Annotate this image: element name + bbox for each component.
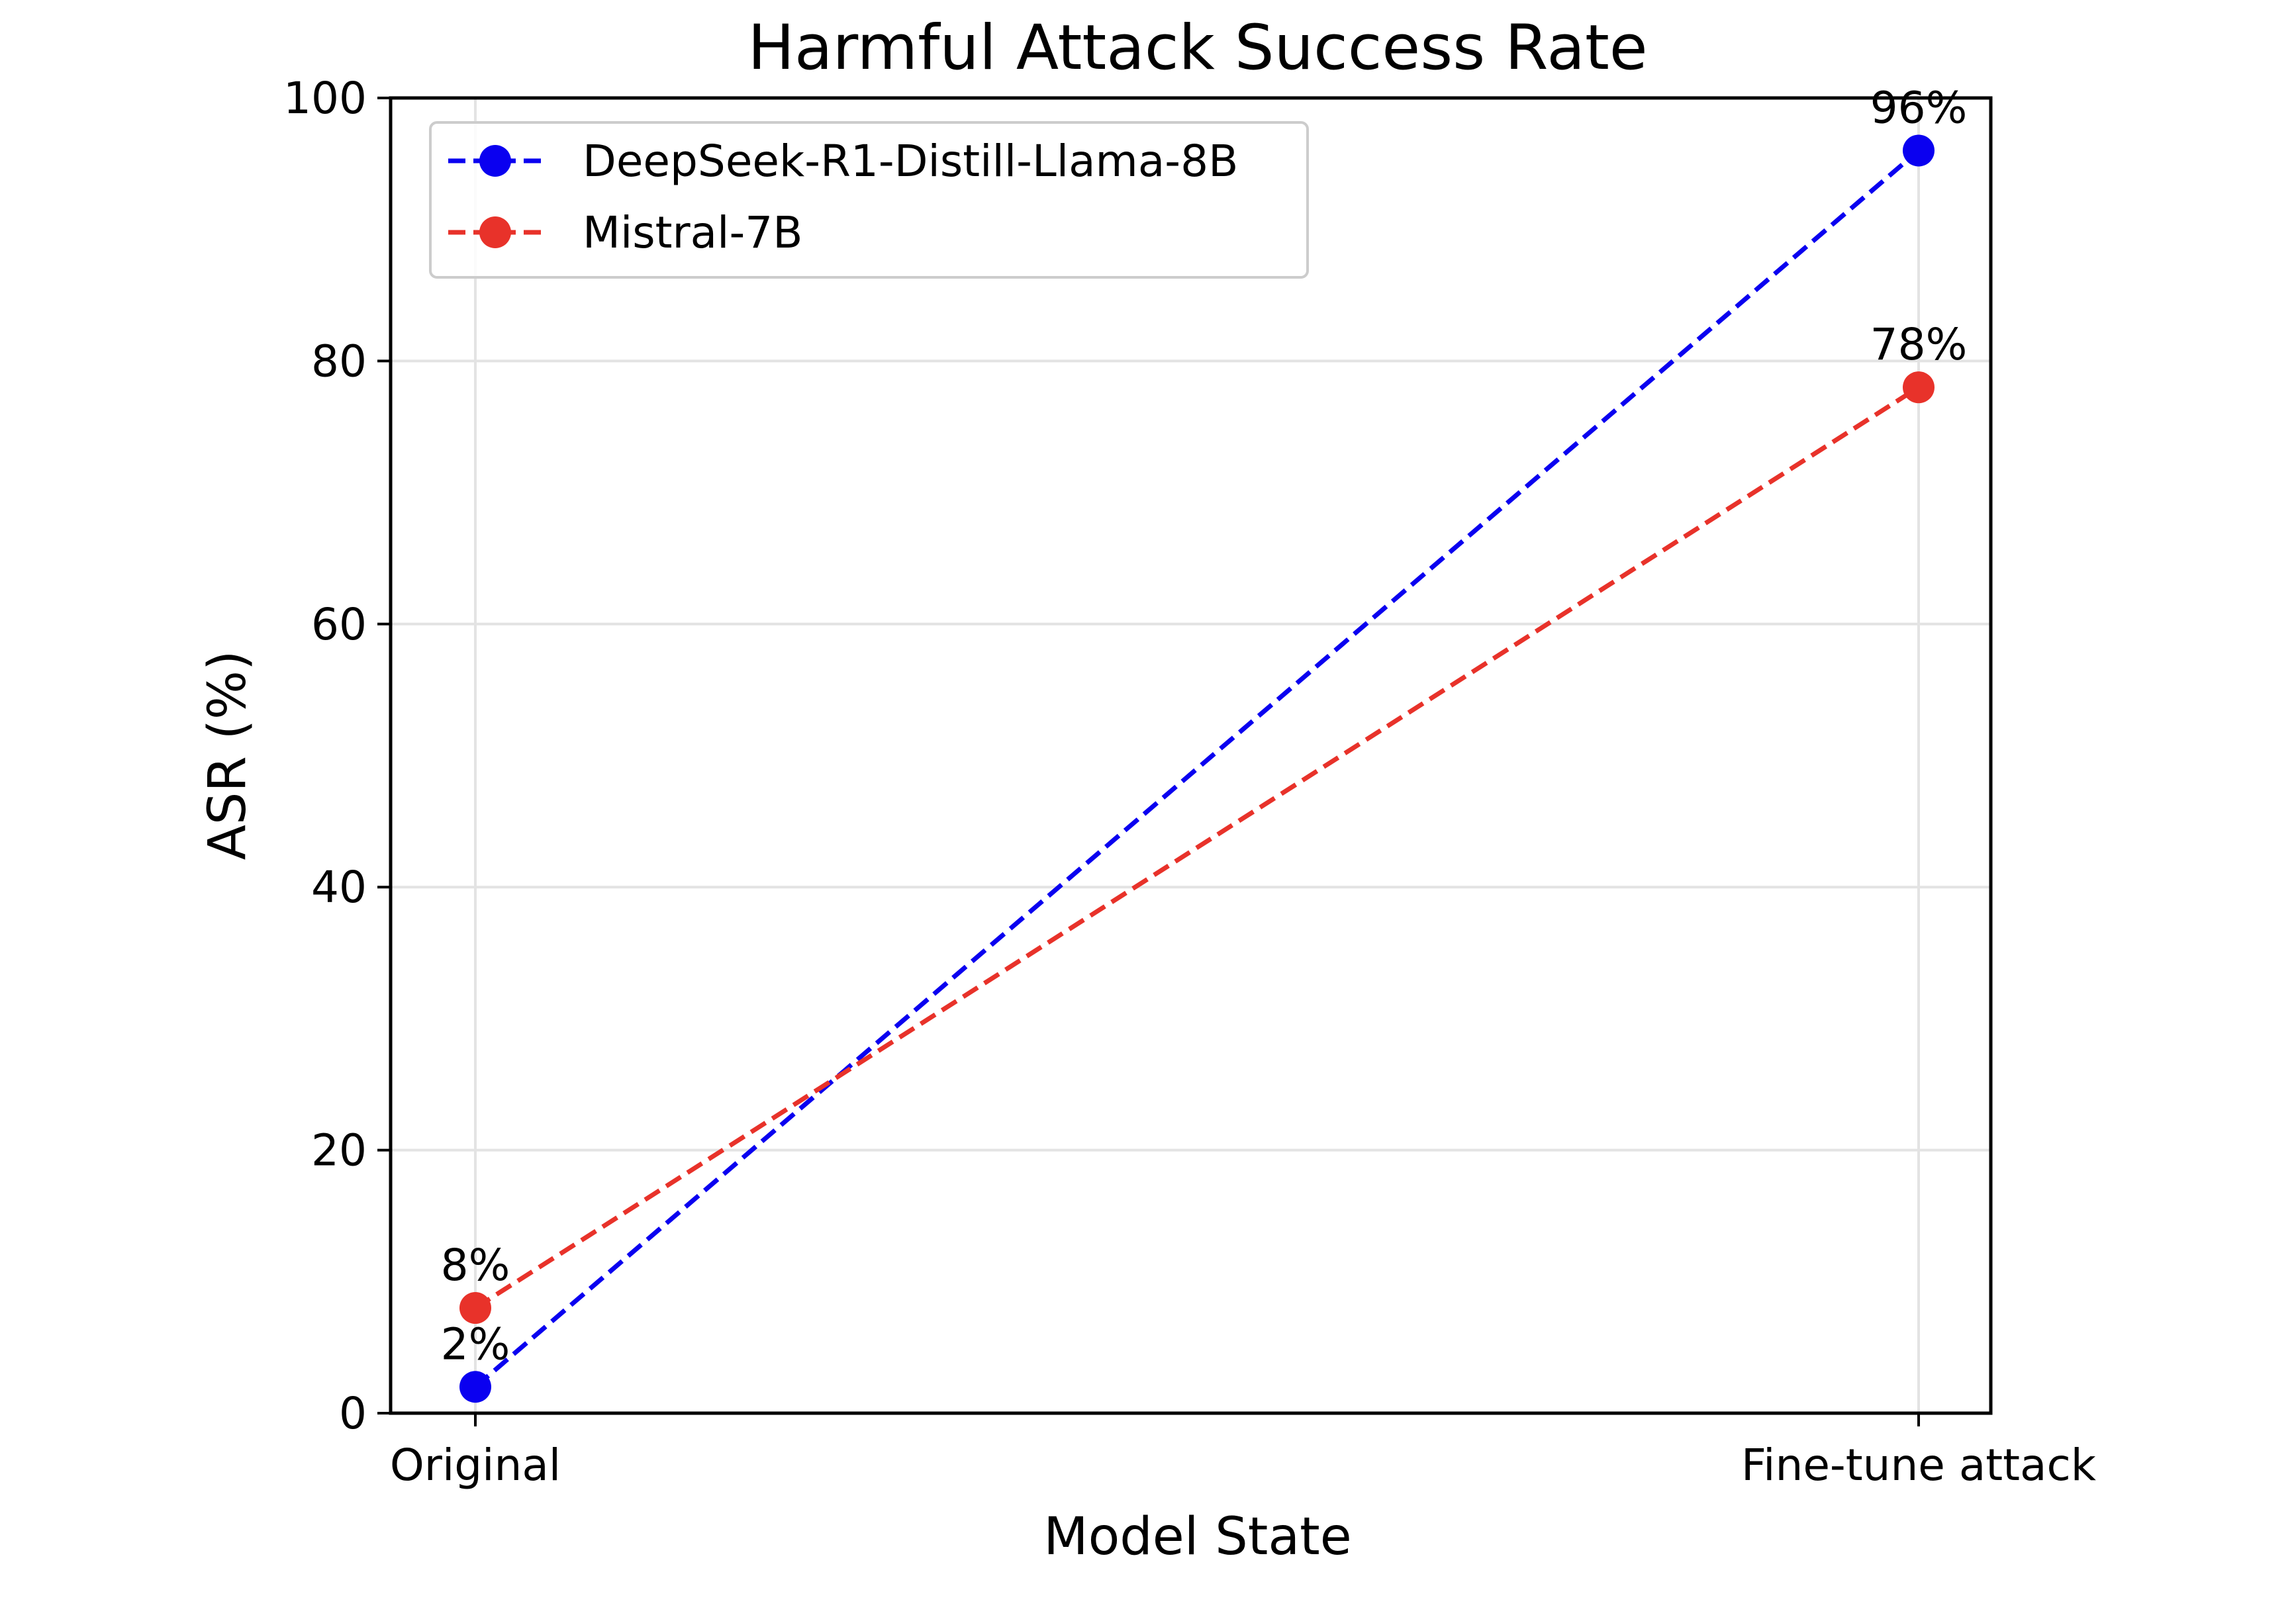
data-point <box>1903 371 1935 404</box>
x-tick-label: Original <box>390 1440 561 1491</box>
data-point <box>1903 134 1935 167</box>
data-point <box>459 1371 491 1403</box>
legend-marker <box>479 216 511 248</box>
legend-label: Mistral-7B <box>583 207 803 258</box>
axes: 0 20 40 60 80 100 Original Fine-tune attack <box>283 73 2097 1491</box>
y-tick-label: 20 <box>311 1125 367 1176</box>
data-label: 96% <box>1870 82 1968 133</box>
data-label: 8% <box>441 1240 510 1291</box>
y-axis-label: ASR (%) <box>198 651 258 860</box>
y-tick-label: 0 <box>339 1388 367 1439</box>
y-tick-label: 40 <box>311 862 367 913</box>
data-point <box>459 1292 491 1324</box>
plot-frame <box>389 96 1993 1415</box>
x-axis-label: Model State <box>1043 1507 1351 1567</box>
data-label: 78% <box>1870 319 1968 370</box>
data-label: 2% <box>441 1319 510 1369</box>
x-tick-label: Fine-tune attack <box>1741 1440 2097 1491</box>
y-tick-label: 100 <box>283 73 367 124</box>
legend: DeepSeek-R1-Distill-Llama-8B Mistral-7B <box>429 121 1309 279</box>
y-tick-label: 60 <box>311 599 367 650</box>
series-line-0 <box>473 148 1921 1389</box>
legend-label: DeepSeek-R1-Distill-Llama-8B <box>583 136 1238 187</box>
chart-title: Harmful Attack Success Rate <box>747 12 1647 84</box>
legend-marker <box>479 145 511 177</box>
series-line-1 <box>474 385 1920 1310</box>
series-layer: 2% 96% 8% 78% <box>441 82 1968 1403</box>
y-tick-label: 80 <box>311 336 367 387</box>
grid <box>391 97 1991 1414</box>
legend-box <box>429 121 1309 279</box>
